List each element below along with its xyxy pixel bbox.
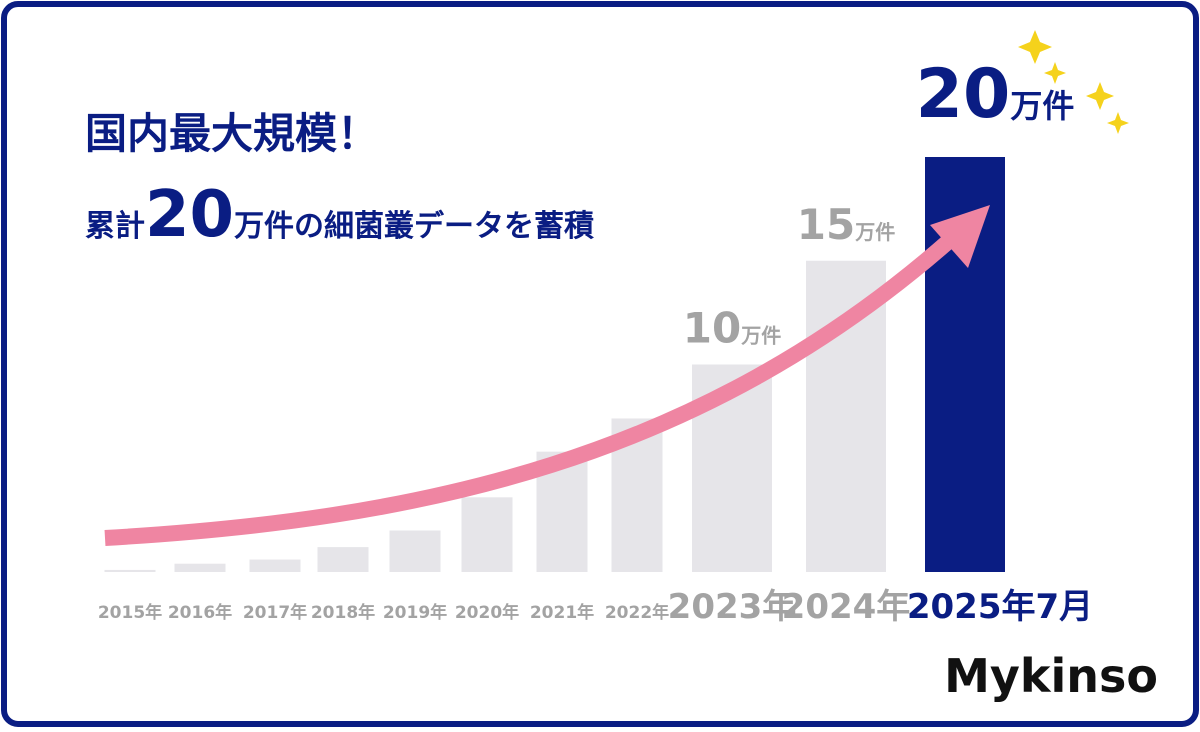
sparkle	[1018, 30, 1052, 64]
x-tick-label: 2024年	[782, 587, 911, 627]
sparkle	[1107, 112, 1129, 134]
bar	[249, 559, 301, 572]
logo: Mykinso	[944, 649, 1158, 703]
x-tick-label: 2023年	[668, 587, 797, 627]
subtitle-suffix: 万件の細菌叢データを蓄積	[234, 209, 594, 244]
bar	[317, 547, 369, 572]
trend-arrow	[104, 205, 990, 546]
x-tick-label: 2019年	[383, 602, 447, 623]
value-label: 10万件	[683, 304, 781, 353]
x-tick-label: 2020年	[455, 602, 519, 623]
value-number: 20	[916, 55, 1011, 134]
bar	[461, 497, 513, 572]
bar	[104, 569, 156, 572]
value-label: 15万件	[797, 200, 895, 249]
bar	[174, 563, 226, 572]
sparkle	[1086, 82, 1114, 110]
subtitle: 累計20万件の細菌叢データを蓄積	[85, 178, 594, 252]
sparkles	[1018, 30, 1129, 134]
title: 国内最大規模！	[85, 109, 379, 158]
value-number: 10	[683, 304, 741, 353]
arrow-body	[104, 233, 956, 546]
value-unit: 万件	[1010, 87, 1074, 125]
x-tick-label: 2025年7月	[907, 587, 1093, 627]
subtitle-prefix: 累計	[85, 209, 145, 244]
value-number: 15	[797, 200, 855, 249]
x-tick-label: 2016年	[168, 602, 232, 623]
sparkle	[1044, 62, 1066, 84]
x-tick-label: 2021年	[530, 602, 594, 623]
value-label: 20万件	[916, 55, 1075, 134]
value-unit: 万件	[854, 220, 895, 244]
subtitle-number: 20	[145, 178, 234, 252]
x-tick-label: 2022年	[605, 602, 669, 623]
value-unit: 万件	[740, 324, 781, 348]
x-tick-label: 2017年	[243, 602, 307, 623]
x-tick-label: 2015年	[98, 602, 162, 623]
arrow-head	[930, 205, 990, 268]
x-tick-label: 2018年	[311, 602, 375, 623]
bar	[389, 530, 441, 572]
bars: 2015年 2016年 2017年 2018年 2019年 2020年 2021年 2022年…	[98, 55, 1093, 627]
